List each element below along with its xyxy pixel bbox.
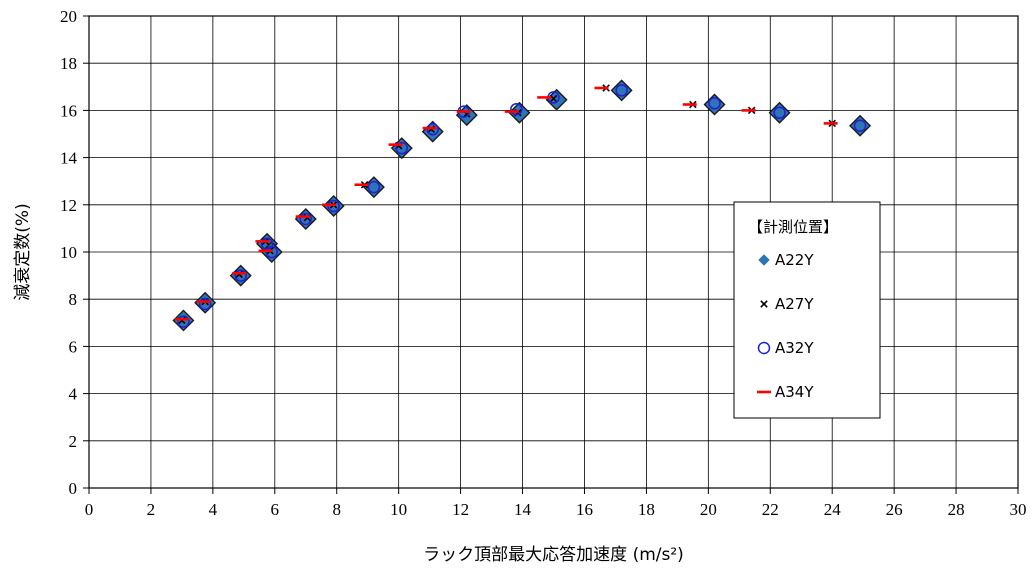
data-point-a22y bbox=[768, 101, 791, 124]
x-tick-label: 26 bbox=[886, 500, 903, 519]
legend-marker-x bbox=[760, 300, 768, 308]
legend-marker-diamond bbox=[758, 254, 770, 266]
x-tick-label: 0 bbox=[85, 500, 94, 519]
series-a27y bbox=[178, 84, 836, 325]
y-tick-label: 18 bbox=[60, 54, 77, 73]
data-point-a27y bbox=[549, 94, 558, 103]
data-point-a32y bbox=[234, 269, 247, 282]
data-point-a32y bbox=[299, 212, 313, 226]
axis-ticks: 0 2 4 6 8 10 12 14 16 18 20 22 24 26 28 300246810121416… bbox=[60, 7, 1027, 519]
x-tick-label: 20 bbox=[700, 500, 717, 519]
legend: 【計測位置】 A22Y A27Y A32Y A34Y bbox=[733, 201, 881, 419]
data-point-a22y bbox=[508, 101, 531, 124]
y-tick-label: 20 bbox=[60, 7, 77, 26]
y-tick-label: 12 bbox=[60, 196, 77, 215]
data-point-a32y bbox=[395, 141, 409, 155]
data-point-a32y bbox=[510, 102, 523, 116]
y-tick-label: 8 bbox=[69, 290, 78, 309]
data-point-a22y bbox=[610, 79, 633, 102]
data-point-a32y bbox=[198, 297, 212, 311]
series-a22y bbox=[172, 79, 872, 332]
series-a32y bbox=[177, 84, 867, 328]
data-point-a32y bbox=[708, 97, 721, 110]
legend-label: A32Y bbox=[775, 339, 814, 357]
x-axis-title: ラック頂部最大応答加速度 (m/s²) bbox=[423, 545, 684, 565]
x-tick-label: 22 bbox=[762, 500, 779, 519]
x-tick-label: 12 bbox=[452, 500, 469, 519]
legend-items: A22Y A27Y A32Y A34Y bbox=[757, 251, 814, 401]
legend-title: 【計測位置】 bbox=[748, 218, 838, 236]
legend-item-a34y: A34Y bbox=[757, 383, 814, 401]
x-tick-label: 2 bbox=[147, 500, 156, 519]
data-point-a32y bbox=[615, 84, 628, 97]
x-marker-stroke bbox=[549, 94, 558, 103]
y-tick-label: 10 bbox=[60, 243, 77, 262]
series-a34y bbox=[174, 86, 838, 321]
y-tick-label: 6 bbox=[69, 337, 78, 356]
x-tick-label: 10 bbox=[390, 500, 407, 519]
data-point-a22y bbox=[703, 93, 726, 116]
x-tick-label: 4 bbox=[209, 500, 218, 519]
grid-lines bbox=[89, 16, 1018, 488]
legend-item-a32y: A32Y bbox=[757, 339, 814, 357]
data-point-a32y bbox=[773, 106, 786, 120]
data-point-a32y bbox=[177, 315, 190, 328]
y-tick-label: 4 bbox=[69, 385, 78, 404]
x-tick-label: 28 bbox=[948, 500, 965, 519]
legend-item-a22y: A22Y bbox=[758, 251, 814, 269]
data-point-a32y bbox=[367, 180, 381, 194]
data-series bbox=[172, 79, 872, 332]
x-tick-label: 14 bbox=[514, 500, 532, 519]
data-point-a32y bbox=[853, 119, 867, 132]
x-tick-label: 24 bbox=[824, 500, 842, 519]
legend-item-a27y: A27Y bbox=[760, 295, 814, 313]
y-tick-label: 16 bbox=[60, 101, 77, 120]
x-tick-label: 18 bbox=[638, 500, 655, 519]
y-axis-title: 減衰定数(%) bbox=[13, 203, 33, 300]
x-tick-label: 8 bbox=[332, 500, 341, 519]
x-tick-label: 30 bbox=[1010, 500, 1027, 519]
x-tick-label: 16 bbox=[576, 500, 593, 519]
y-tick-label: 14 bbox=[60, 149, 78, 168]
legend-box bbox=[733, 201, 881, 419]
legend-marker-circle bbox=[757, 341, 771, 355]
y-tick-label: 0 bbox=[69, 479, 78, 498]
x-tick-label: 6 bbox=[271, 500, 280, 519]
legend-label: A22Y bbox=[775, 251, 814, 269]
legend-label: A27Y bbox=[775, 295, 814, 313]
y-tick-label: 2 bbox=[69, 432, 78, 451]
data-point-a22y bbox=[849, 114, 872, 137]
x-marker-stroke bbox=[760, 300, 768, 308]
legend-label: A34Y bbox=[775, 383, 814, 401]
